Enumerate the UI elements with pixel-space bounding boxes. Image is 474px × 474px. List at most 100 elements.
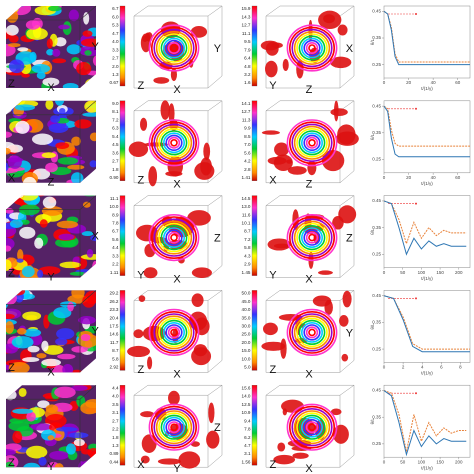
colorbar-label: 8.1 — [112, 109, 119, 114]
red-surface — [333, 100, 339, 122]
colorbar-label: 10.0 — [242, 356, 251, 361]
ring — [165, 134, 183, 152]
colorbar-label: 4.8 — [244, 64, 251, 69]
colorbar-label: 11.6 — [242, 212, 251, 217]
cube-blob — [86, 248, 94, 258]
series-line — [383, 105, 470, 158]
cube-blob — [66, 44, 82, 55]
colorbar-label: 1.41 — [242, 175, 251, 180]
cube-blob — [6, 296, 9, 309]
axis-letter: Z — [8, 457, 15, 469]
axis-letter: X — [92, 231, 100, 243]
axis-letter: X — [305, 274, 313, 286]
colorbar — [119, 5, 126, 87]
cube-blob — [6, 195, 24, 200]
y-axis-label: θ/L — [370, 228, 375, 235]
colorbar-label: 9.0 — [112, 101, 119, 106]
cube-blob — [35, 214, 52, 225]
axis-letter: Y — [214, 43, 222, 55]
ring — [153, 408, 195, 447]
colorbar-label: 7.8 — [244, 427, 251, 432]
reference-marker — [415, 297, 417, 300]
colorbar-label: 4.7 — [112, 31, 119, 36]
cube-blob — [12, 430, 23, 444]
colorbar-label: 2.8 — [244, 167, 251, 172]
colorbar — [251, 100, 258, 181]
series-line — [383, 200, 467, 256]
ring — [165, 419, 183, 436]
cube-blob — [59, 261, 82, 269]
cube-blob — [41, 152, 56, 159]
axis-letter: Y — [137, 269, 145, 281]
red-surface — [188, 311, 208, 331]
colorbar-label: 1.6 — [244, 80, 251, 85]
cube-blob — [55, 426, 78, 432]
x-tick-label: 0 — [383, 270, 386, 275]
x-tick-label: 150 — [436, 459, 444, 464]
axis-letter: X — [173, 84, 181, 96]
cube-blob — [46, 49, 55, 56]
series-line — [383, 390, 467, 457]
colorbar-label: 14.6 — [110, 332, 119, 337]
cube-blob — [25, 20, 41, 30]
colorbar-label: 11.7 — [110, 340, 119, 345]
cube-blob — [89, 132, 96, 142]
axis-letter: X — [173, 274, 181, 286]
red-surface — [168, 103, 175, 124]
red-surface — [278, 313, 303, 321]
ring — [286, 403, 338, 451]
axis-letter: Y — [173, 463, 181, 474]
cube-blob — [55, 337, 68, 346]
cube-blob — [73, 438, 85, 447]
cube-blob — [55, 238, 76, 248]
colorbar-label: 50.0 — [242, 291, 251, 296]
cube-blob — [6, 100, 11, 106]
cube-blob — [6, 24, 19, 36]
axis-letter: Y — [47, 461, 55, 473]
ring — [288, 216, 335, 260]
colorbar-label: 2.7 — [112, 56, 119, 61]
axis-letter: X — [346, 43, 354, 55]
cube-blob — [82, 201, 91, 208]
red-surface — [140, 455, 150, 464]
ring — [308, 233, 316, 242]
ring — [296, 412, 328, 443]
ring — [158, 33, 190, 63]
series-line — [383, 390, 467, 452]
axis-letter: X — [173, 368, 181, 380]
plot-frame — [383, 100, 471, 174]
red-surface — [187, 210, 211, 226]
ring — [300, 321, 323, 343]
ring — [305, 421, 319, 434]
axis-letter: X — [269, 175, 277, 187]
ring — [170, 423, 178, 432]
colorbar-label: 40.0 — [242, 307, 251, 312]
red-surface — [318, 270, 333, 275]
y-tick-label: 0.45 — [372, 388, 381, 393]
colorbar-label: 5.6 — [244, 150, 251, 155]
cube-blob — [42, 77, 60, 87]
ring — [296, 317, 328, 348]
x-tick-label: 60 — [455, 175, 461, 180]
axis-letter: Z — [214, 233, 221, 245]
y-tick-label: 0.45 — [372, 293, 381, 298]
cube-blob — [52, 58, 67, 64]
colorbar-label: 14.5 — [242, 196, 251, 201]
axis-letter: Z — [306, 84, 313, 96]
colorbar-label: 10.0 — [110, 204, 119, 209]
axis-letter: Z — [138, 364, 145, 376]
colorbar-label: 0.90 — [110, 175, 119, 180]
y-tick-label: 0.25 — [372, 441, 381, 446]
cube-blob — [6, 207, 14, 214]
cube-blob — [6, 245, 12, 252]
y-tick-label: 0.45 — [372, 9, 381, 14]
y-tick-label: 0.45 — [372, 198, 381, 203]
colorbar-label: 3.1 — [244, 451, 251, 456]
ring — [153, 123, 195, 163]
cube-blob — [48, 123, 69, 133]
series-line — [383, 295, 470, 353]
cube-blob — [41, 205, 63, 216]
colorbar-label: 20.0 — [242, 340, 251, 345]
red-surface — [262, 322, 278, 336]
ring — [293, 410, 331, 445]
